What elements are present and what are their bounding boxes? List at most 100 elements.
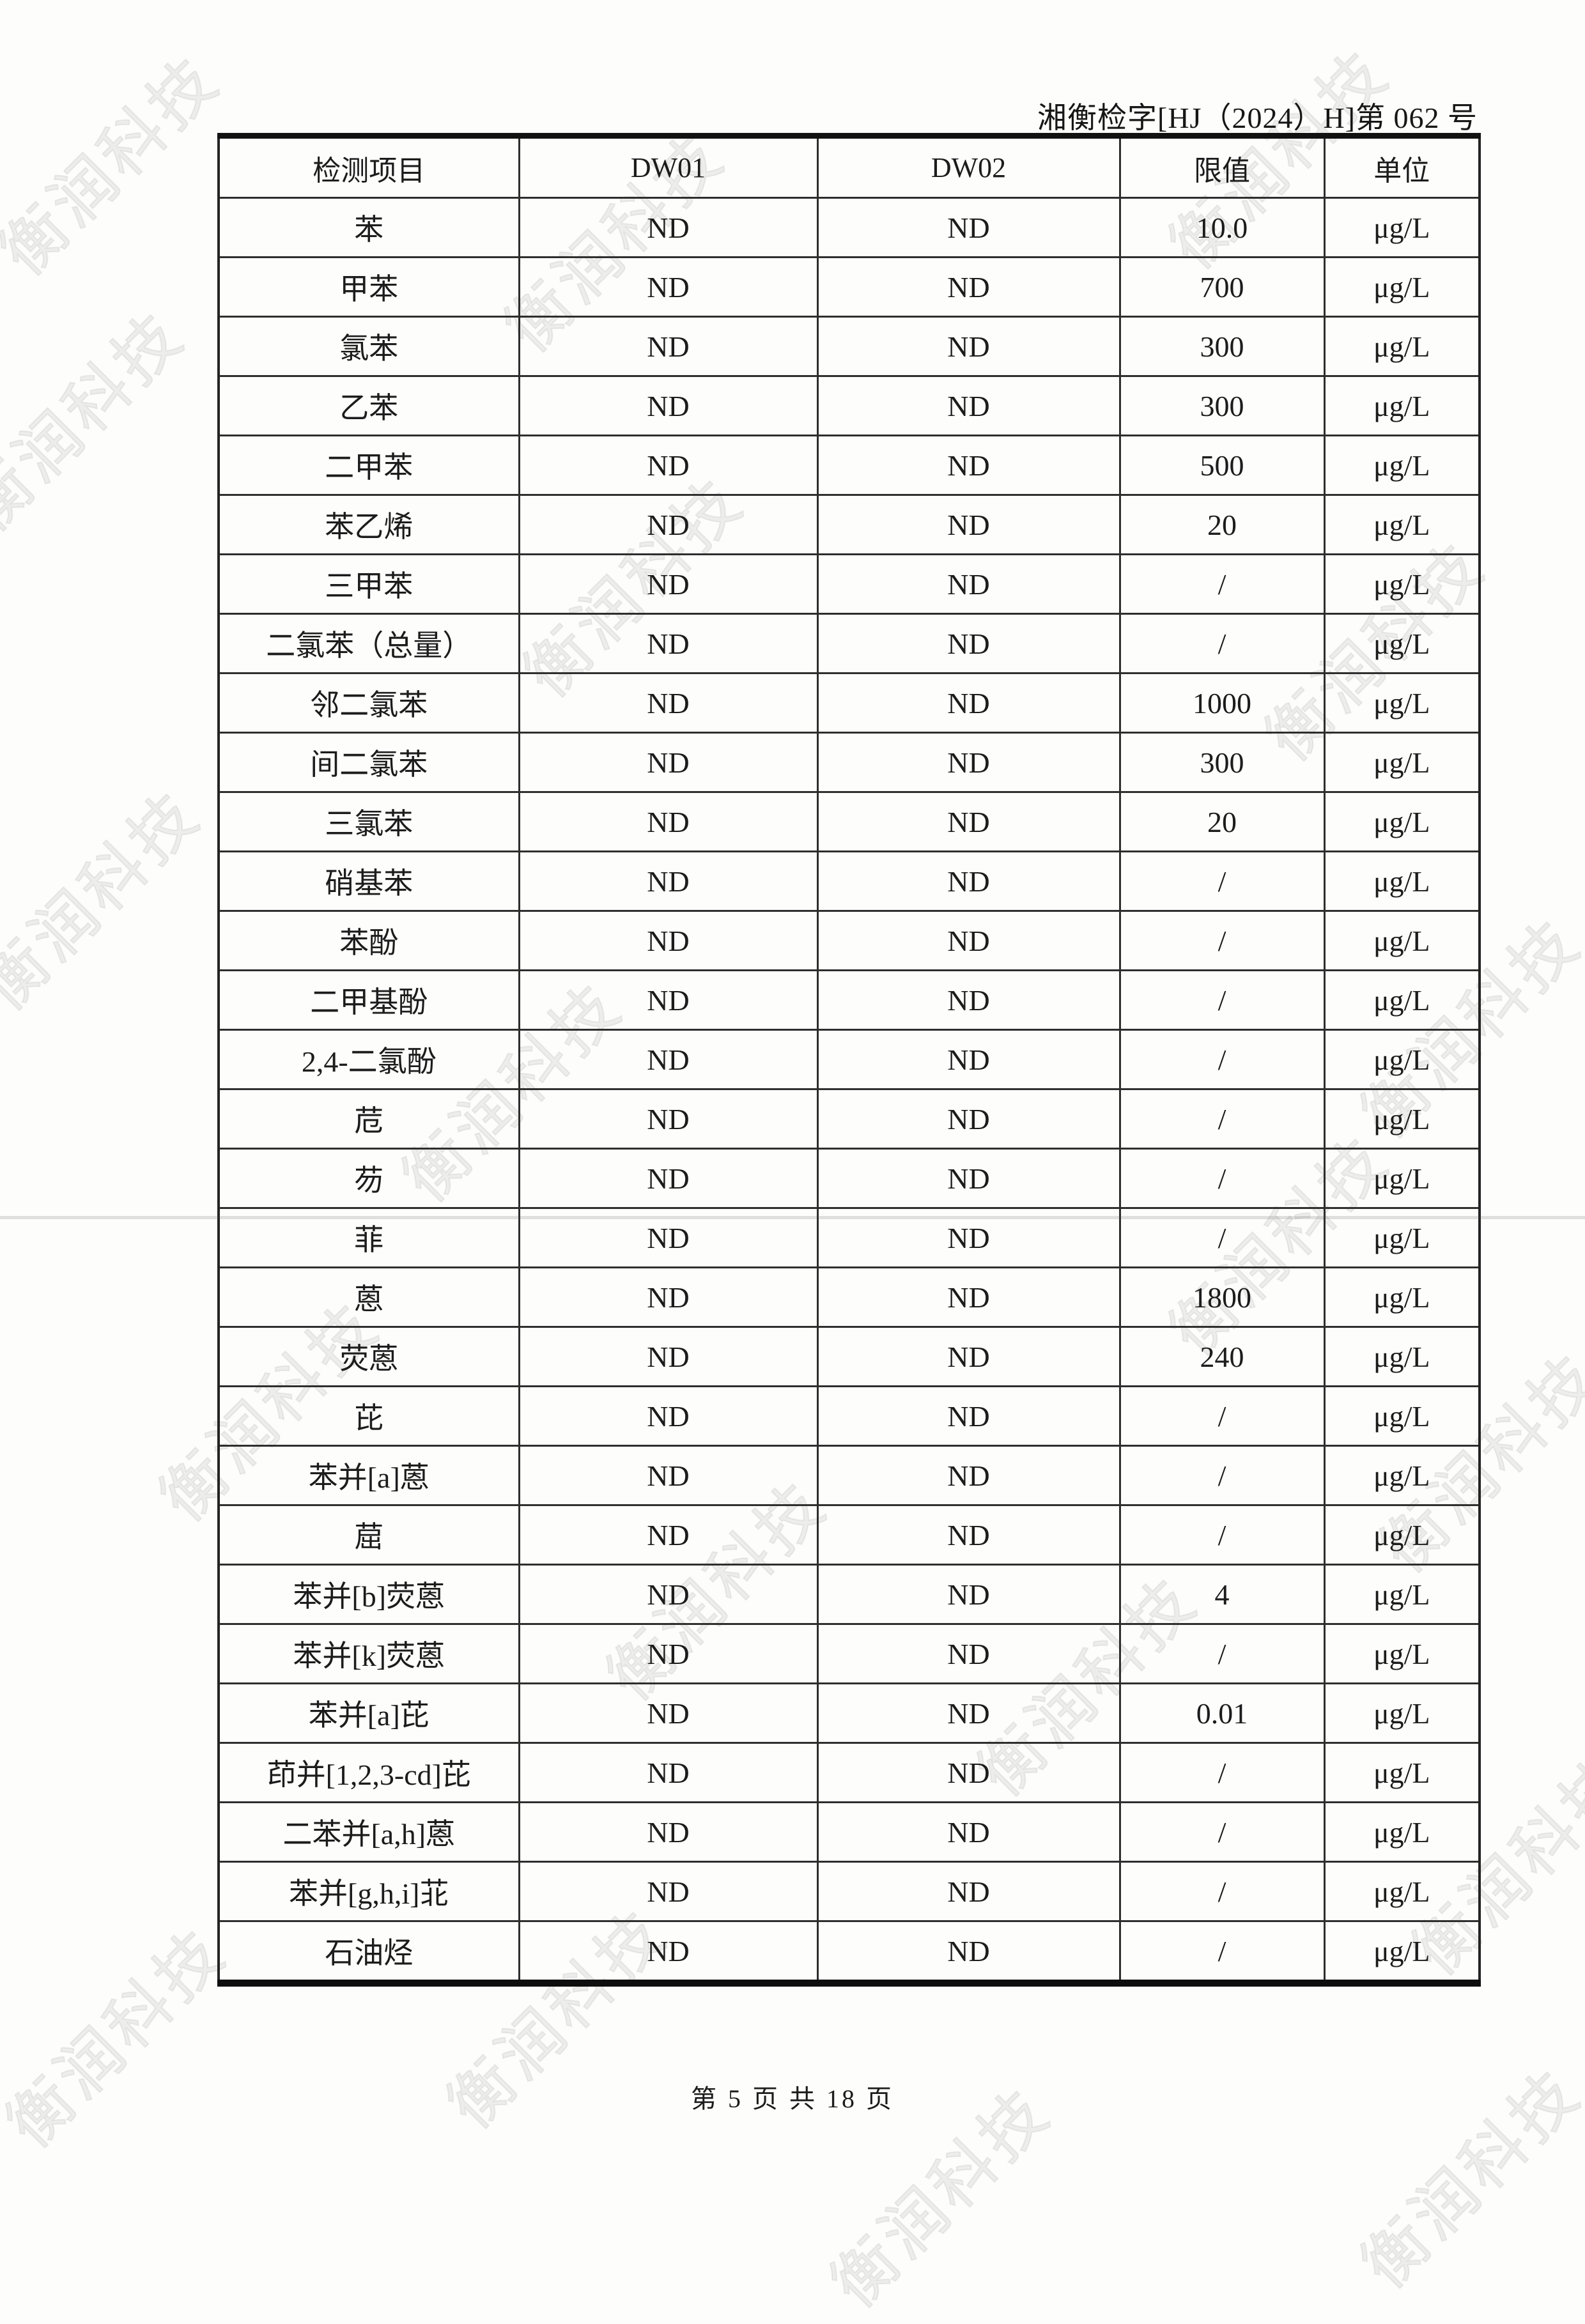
unit-cell: μg/L [1323,969,1481,1031]
item-cell: 茚并[1,2,3-cd]芘 [217,1742,520,1803]
limit-cell: 0.01 [1118,1682,1326,1744]
limit-cell: 20 [1118,791,1326,852]
item-cell: 二氯苯（总量） [217,613,520,674]
dw01-cell: ND [518,435,819,496]
dw02-cell: ND [816,197,1121,258]
table-row: 苯 ND ND 10.0 μg/L [217,197,1481,258]
col-header-dw01: DW01 [518,135,819,199]
item-cell: 石油烃 [217,1920,520,1984]
limit-cell: 1000 [1118,672,1326,734]
col-header-dw02: DW02 [816,135,1121,199]
item-cell: 苯乙烯 [217,494,520,555]
limit-cell: 20 [1118,494,1326,555]
dw01-cell: ND [518,553,819,615]
dw01-cell: ND [518,1682,819,1744]
unit-cell: μg/L [1323,1564,1481,1625]
limit-cell: / [1118,1742,1326,1803]
dw01-cell: ND [518,197,819,258]
unit-cell: μg/L [1323,1029,1481,1090]
dw02-cell: ND [816,1682,1121,1744]
dw01-cell: ND [518,969,819,1031]
dw01-cell: ND [518,672,819,734]
unit-cell: μg/L [1323,553,1481,615]
item-cell: 苯并[a]芘 [217,1682,520,1744]
item-cell: 2,4-二氯酚 [217,1029,520,1090]
dw01-cell: ND [518,910,819,971]
item-cell: 苯并[g,h,i]苝 [217,1861,520,1922]
unit-cell: μg/L [1323,1385,1481,1447]
dw01-cell: ND [518,1801,819,1863]
limit-cell: 700 [1118,256,1326,318]
table-row: 二氯苯（总量） ND ND / μg/L [217,613,1481,674]
dw02-cell: ND [816,969,1121,1031]
limit-cell: / [1118,1385,1326,1447]
dw01-cell: ND [518,1088,819,1150]
item-cell: 苯酚 [217,910,520,971]
watermark-text: 衡润科技 [0,1915,240,2162]
table-row: 乙苯 ND ND 300 μg/L [217,375,1481,436]
limit-cell: / [1118,1088,1326,1150]
unit-cell: μg/L [1323,375,1481,436]
dw02-cell: ND [816,1148,1121,1209]
table-row: 二甲苯 ND ND 500 μg/L [217,435,1481,496]
dw02-cell: ND [816,1326,1121,1387]
unit-cell: μg/L [1323,1326,1481,1387]
table-row: 苯并[g,h,i]苝 ND ND / μg/L [217,1861,1481,1922]
limit-cell: 1800 [1118,1266,1326,1328]
unit-cell: μg/L [1323,494,1481,555]
table-row: 茚并[1,2,3-cd]芘 ND ND / μg/L [217,1742,1481,1803]
dw02-cell: ND [816,1623,1121,1684]
table-row: 石油烃 ND ND / μg/L [217,1920,1481,1984]
limit-cell: 240 [1118,1326,1326,1387]
limit-cell: / [1118,910,1326,971]
dw02-cell: ND [816,256,1121,318]
item-cell: 䓛 [217,1504,520,1566]
dw01-cell: ND [518,850,819,912]
dw01-cell: ND [518,1742,819,1803]
item-cell: 甲苯 [217,256,520,318]
dw01-cell: ND [518,1920,819,1984]
item-cell: 苯并[a]蒽 [217,1445,520,1506]
item-cell: 硝基苯 [217,850,520,912]
table-row: 甲苯 ND ND 700 μg/L [217,256,1481,318]
table-body: 苯 ND ND 10.0 μg/L 甲苯 ND ND 700 μg/L 氯苯 ND ND 300 μg/L 乙… [217,197,1481,1984]
limit-cell: / [1118,1504,1326,1566]
dw02-cell: ND [816,1385,1121,1447]
dw02-cell: ND [816,732,1121,793]
table-header-row: 检测项目 DW01 DW02 限值 单位 [217,135,1481,199]
unit-cell: μg/L [1323,1207,1481,1268]
scan-artifact-line [0,1216,1585,1219]
unit-cell: μg/L [1323,791,1481,852]
dw02-cell: ND [816,791,1121,852]
dw01-cell: ND [518,1385,819,1447]
table-row: 间二氯苯 ND ND 300 μg/L [217,732,1481,793]
table-row: 芴 ND ND / μg/L [217,1148,1481,1209]
unit-cell: μg/L [1323,850,1481,912]
dw02-cell: ND [816,910,1121,971]
limit-cell: 500 [1118,435,1326,496]
unit-cell: μg/L [1323,1801,1481,1863]
dw02-cell: ND [816,672,1121,734]
table-row: 硝基苯 ND ND / μg/L [217,850,1481,912]
limit-cell: / [1118,1920,1326,1984]
dw01-cell: ND [518,791,819,852]
dw01-cell: ND [518,1504,819,1566]
dw01-cell: ND [518,375,819,436]
table-row: 苯并[b]荧蒽 ND ND 4 μg/L [217,1564,1481,1625]
item-cell: 苯并[b]荧蒽 [217,1564,520,1625]
item-cell: 苊 [217,1088,520,1150]
unit-cell: μg/L [1323,1148,1481,1209]
item-cell: 菲 [217,1207,520,1268]
dw01-cell: ND [518,1326,819,1387]
limit-cell: / [1118,553,1326,615]
dw02-cell: ND [816,613,1121,674]
watermark-text: 衡润科技 [0,43,234,289]
limit-cell: 300 [1118,732,1326,793]
item-cell: 乙苯 [217,375,520,436]
item-cell: 苯 [217,197,520,258]
col-header-limit: 限值 [1118,135,1326,199]
dw02-cell: ND [816,1029,1121,1090]
dw01-cell: ND [518,1148,819,1209]
table-row: 苯并[a]芘 ND ND 0.01 μg/L [217,1682,1481,1744]
limit-cell: 300 [1118,316,1326,377]
